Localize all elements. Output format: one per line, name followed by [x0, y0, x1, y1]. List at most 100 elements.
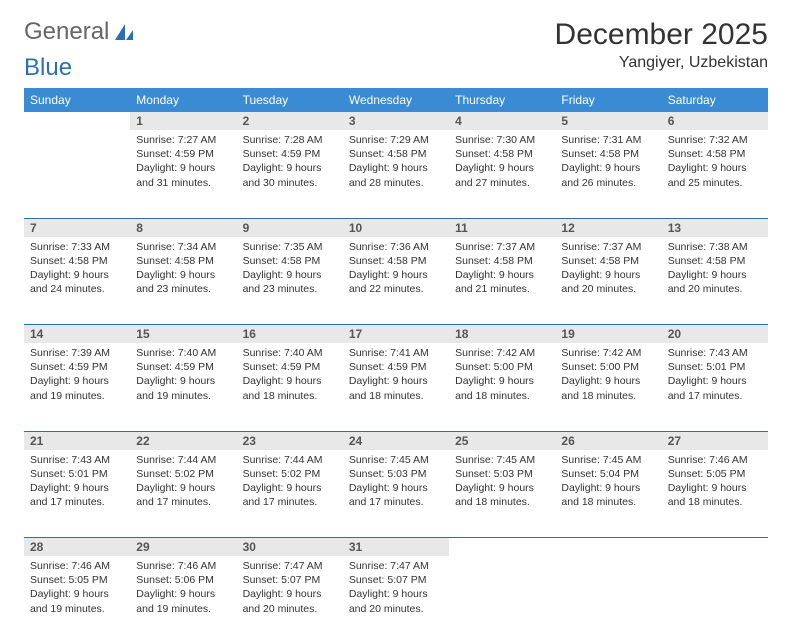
day-content-row: Sunrise: 7:27 AMSunset: 4:59 PMDaylight:…	[24, 130, 768, 218]
day-content-cell: Sunrise: 7:46 AMSunset: 5:05 PMDaylight:…	[662, 450, 768, 538]
day-details: Sunrise: 7:44 AMSunset: 5:02 PMDaylight:…	[130, 450, 236, 516]
day-number-cell: 29	[130, 538, 236, 557]
day-number-cell: 3	[343, 112, 449, 130]
day-number-cell	[24, 112, 130, 130]
day-content-cell: Sunrise: 7:28 AMSunset: 4:59 PMDaylight:…	[237, 130, 343, 218]
day-number-cell: 8	[130, 218, 236, 237]
day-number-cell: 16	[237, 325, 343, 344]
day-number-cell: 18	[449, 325, 555, 344]
day-number-cell: 4	[449, 112, 555, 130]
day-details: Sunrise: 7:40 AMSunset: 4:59 PMDaylight:…	[237, 343, 343, 409]
day-details: Sunrise: 7:45 AMSunset: 5:03 PMDaylight:…	[449, 450, 555, 516]
day-number-cell: 23	[237, 431, 343, 450]
weekday-header: Friday	[555, 88, 661, 112]
day-details: Sunrise: 7:45 AMSunset: 5:04 PMDaylight:…	[555, 450, 661, 516]
day-number-cell: 20	[662, 325, 768, 344]
weekday-header: Wednesday	[343, 88, 449, 112]
day-content-cell: Sunrise: 7:33 AMSunset: 4:58 PMDaylight:…	[24, 237, 130, 325]
day-number-cell: 6	[662, 112, 768, 130]
day-details: Sunrise: 7:31 AMSunset: 4:58 PMDaylight:…	[555, 130, 661, 196]
day-content-cell: Sunrise: 7:46 AMSunset: 5:05 PMDaylight:…	[24, 556, 130, 644]
day-number-cell: 19	[555, 325, 661, 344]
day-content-cell: Sunrise: 7:42 AMSunset: 5:00 PMDaylight:…	[449, 343, 555, 431]
day-details: Sunrise: 7:44 AMSunset: 5:02 PMDaylight:…	[237, 450, 343, 516]
day-content-cell: Sunrise: 7:43 AMSunset: 5:01 PMDaylight:…	[662, 343, 768, 431]
day-number-cell: 26	[555, 431, 661, 450]
day-number-cell: 31	[343, 538, 449, 557]
day-number-cell: 17	[343, 325, 449, 344]
day-content-cell: Sunrise: 7:47 AMSunset: 5:07 PMDaylight:…	[343, 556, 449, 644]
logo-text-blue: Blue	[24, 54, 768, 82]
day-content-cell: Sunrise: 7:44 AMSunset: 5:02 PMDaylight:…	[237, 450, 343, 538]
day-details: Sunrise: 7:42 AMSunset: 5:00 PMDaylight:…	[555, 343, 661, 409]
day-number-row: 78910111213	[24, 218, 768, 237]
day-content-cell: Sunrise: 7:40 AMSunset: 4:59 PMDaylight:…	[130, 343, 236, 431]
day-number-row: 123456	[24, 112, 768, 130]
day-number-row: 28293031	[24, 538, 768, 557]
day-number-cell: 14	[24, 325, 130, 344]
day-content-cell: Sunrise: 7:31 AMSunset: 4:58 PMDaylight:…	[555, 130, 661, 218]
day-content-cell: Sunrise: 7:42 AMSunset: 5:00 PMDaylight:…	[555, 343, 661, 431]
day-details: Sunrise: 7:27 AMSunset: 4:59 PMDaylight:…	[130, 130, 236, 196]
day-details: Sunrise: 7:43 AMSunset: 5:01 PMDaylight:…	[662, 343, 768, 409]
day-content-cell: Sunrise: 7:45 AMSunset: 5:03 PMDaylight:…	[449, 450, 555, 538]
day-content-cell: Sunrise: 7:35 AMSunset: 4:58 PMDaylight:…	[237, 237, 343, 325]
day-number-cell: 27	[662, 431, 768, 450]
day-number-cell: 1	[130, 112, 236, 130]
day-number-cell: 30	[237, 538, 343, 557]
day-number-cell: 21	[24, 431, 130, 450]
day-content-cell: Sunrise: 7:27 AMSunset: 4:59 PMDaylight:…	[130, 130, 236, 218]
day-number-cell: 10	[343, 218, 449, 237]
day-content-cell: Sunrise: 7:44 AMSunset: 5:02 PMDaylight:…	[130, 450, 236, 538]
day-details: Sunrise: 7:28 AMSunset: 4:59 PMDaylight:…	[237, 130, 343, 196]
day-content-row: Sunrise: 7:39 AMSunset: 4:59 PMDaylight:…	[24, 343, 768, 431]
day-content-cell: Sunrise: 7:45 AMSunset: 5:03 PMDaylight:…	[343, 450, 449, 538]
day-details: Sunrise: 7:38 AMSunset: 4:58 PMDaylight:…	[662, 237, 768, 303]
day-details: Sunrise: 7:32 AMSunset: 4:58 PMDaylight:…	[662, 130, 768, 196]
day-number-cell: 15	[130, 325, 236, 344]
logo: General	[24, 18, 137, 46]
day-details: Sunrise: 7:36 AMSunset: 4:58 PMDaylight:…	[343, 237, 449, 303]
day-details: Sunrise: 7:40 AMSunset: 4:59 PMDaylight:…	[130, 343, 236, 409]
calendar-table: SundayMondayTuesdayWednesdayThursdayFrid…	[24, 88, 768, 644]
day-number-cell: 7	[24, 218, 130, 237]
day-number-cell: 9	[237, 218, 343, 237]
day-content-cell: Sunrise: 7:30 AMSunset: 4:58 PMDaylight:…	[449, 130, 555, 218]
day-number-cell	[662, 538, 768, 557]
weekday-header: Saturday	[662, 88, 768, 112]
day-details: Sunrise: 7:46 AMSunset: 5:05 PMDaylight:…	[662, 450, 768, 516]
day-content-cell: Sunrise: 7:29 AMSunset: 4:58 PMDaylight:…	[343, 130, 449, 218]
weekday-header: Sunday	[24, 88, 130, 112]
day-details: Sunrise: 7:45 AMSunset: 5:03 PMDaylight:…	[343, 450, 449, 516]
logo-sail-icon	[113, 22, 135, 42]
day-details: Sunrise: 7:34 AMSunset: 4:58 PMDaylight:…	[130, 237, 236, 303]
day-number-cell: 13	[662, 218, 768, 237]
weekday-header: Thursday	[449, 88, 555, 112]
day-content-cell: Sunrise: 7:46 AMSunset: 5:06 PMDaylight:…	[130, 556, 236, 644]
day-content-cell: Sunrise: 7:38 AMSunset: 4:58 PMDaylight:…	[662, 237, 768, 325]
day-number-cell: 28	[24, 538, 130, 557]
day-content-cell: Sunrise: 7:32 AMSunset: 4:58 PMDaylight:…	[662, 130, 768, 218]
day-number-cell: 12	[555, 218, 661, 237]
day-number-cell: 25	[449, 431, 555, 450]
day-details: Sunrise: 7:30 AMSunset: 4:58 PMDaylight:…	[449, 130, 555, 196]
day-number-cell: 5	[555, 112, 661, 130]
day-number-row: 21222324252627	[24, 431, 768, 450]
day-content-cell: Sunrise: 7:45 AMSunset: 5:04 PMDaylight:…	[555, 450, 661, 538]
day-content-cell	[24, 130, 130, 218]
day-content-cell: Sunrise: 7:41 AMSunset: 4:59 PMDaylight:…	[343, 343, 449, 431]
day-details: Sunrise: 7:42 AMSunset: 5:00 PMDaylight:…	[449, 343, 555, 409]
day-content-cell: Sunrise: 7:37 AMSunset: 4:58 PMDaylight:…	[555, 237, 661, 325]
day-details: Sunrise: 7:37 AMSunset: 4:58 PMDaylight:…	[449, 237, 555, 303]
day-content-cell: Sunrise: 7:37 AMSunset: 4:58 PMDaylight:…	[449, 237, 555, 325]
day-content-cell	[555, 556, 661, 644]
day-content-cell: Sunrise: 7:36 AMSunset: 4:58 PMDaylight:…	[343, 237, 449, 325]
day-details: Sunrise: 7:29 AMSunset: 4:58 PMDaylight:…	[343, 130, 449, 196]
day-content-cell: Sunrise: 7:34 AMSunset: 4:58 PMDaylight:…	[130, 237, 236, 325]
day-number-cell: 24	[343, 431, 449, 450]
day-content-row: Sunrise: 7:43 AMSunset: 5:01 PMDaylight:…	[24, 450, 768, 538]
day-content-cell: Sunrise: 7:39 AMSunset: 4:59 PMDaylight:…	[24, 343, 130, 431]
day-number-row: 14151617181920	[24, 325, 768, 344]
day-content-cell	[449, 556, 555, 644]
logo-text-general: General	[24, 18, 109, 46]
